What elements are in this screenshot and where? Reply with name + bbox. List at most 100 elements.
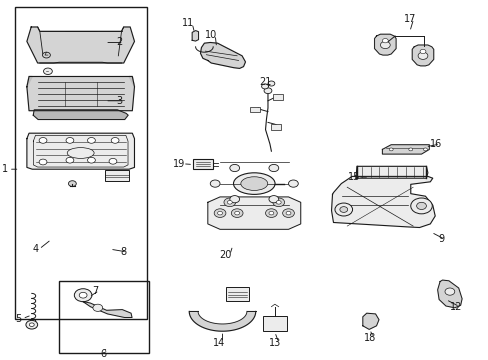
Text: 6: 6 bbox=[101, 348, 106, 359]
Text: 17: 17 bbox=[403, 14, 415, 24]
Circle shape bbox=[111, 138, 119, 143]
Circle shape bbox=[268, 211, 273, 215]
Text: 15: 15 bbox=[347, 172, 360, 182]
Circle shape bbox=[261, 84, 268, 89]
Circle shape bbox=[217, 211, 222, 215]
Circle shape bbox=[339, 207, 347, 212]
Circle shape bbox=[388, 148, 392, 151]
Circle shape bbox=[265, 209, 277, 217]
Circle shape bbox=[416, 202, 426, 210]
Circle shape bbox=[268, 195, 278, 203]
Polygon shape bbox=[355, 166, 427, 178]
Circle shape bbox=[109, 158, 117, 164]
Bar bbox=[105, 170, 128, 181]
Circle shape bbox=[42, 52, 50, 58]
Circle shape bbox=[282, 209, 294, 217]
Polygon shape bbox=[27, 27, 134, 63]
Text: 7: 7 bbox=[92, 285, 98, 296]
Text: 19: 19 bbox=[172, 159, 185, 169]
Circle shape bbox=[66, 138, 74, 143]
Text: 5: 5 bbox=[16, 314, 21, 324]
Text: 8: 8 bbox=[120, 247, 126, 257]
Circle shape bbox=[285, 211, 290, 215]
Text: 3: 3 bbox=[117, 96, 122, 106]
Text: 13: 13 bbox=[268, 338, 281, 348]
Polygon shape bbox=[382, 145, 428, 154]
Bar bbox=[271, 124, 281, 130]
Circle shape bbox=[39, 159, 47, 165]
Circle shape bbox=[234, 211, 239, 215]
Polygon shape bbox=[437, 280, 461, 308]
Polygon shape bbox=[189, 311, 255, 331]
Polygon shape bbox=[331, 176, 434, 228]
Circle shape bbox=[93, 304, 102, 311]
Circle shape bbox=[43, 68, 52, 75]
Circle shape bbox=[29, 323, 34, 327]
Ellipse shape bbox=[67, 148, 94, 158]
Circle shape bbox=[410, 198, 431, 214]
Polygon shape bbox=[27, 77, 134, 111]
Circle shape bbox=[87, 138, 95, 143]
Circle shape bbox=[268, 165, 278, 172]
Circle shape bbox=[423, 148, 427, 151]
Circle shape bbox=[224, 198, 235, 207]
Circle shape bbox=[39, 138, 47, 143]
Circle shape bbox=[214, 209, 225, 217]
Text: 18: 18 bbox=[363, 333, 375, 343]
Circle shape bbox=[267, 81, 274, 86]
Circle shape bbox=[264, 88, 271, 94]
Circle shape bbox=[68, 181, 76, 186]
Text: 10: 10 bbox=[204, 30, 217, 40]
Text: 11: 11 bbox=[182, 18, 194, 28]
Polygon shape bbox=[27, 77, 32, 87]
Polygon shape bbox=[83, 302, 132, 318]
Text: 4: 4 bbox=[32, 244, 38, 254]
Text: 2: 2 bbox=[117, 37, 122, 48]
Circle shape bbox=[79, 292, 87, 298]
Circle shape bbox=[210, 180, 220, 187]
Polygon shape bbox=[207, 197, 300, 229]
Ellipse shape bbox=[240, 177, 267, 190]
Circle shape bbox=[229, 165, 239, 172]
Circle shape bbox=[334, 203, 352, 216]
Polygon shape bbox=[129, 77, 134, 87]
Polygon shape bbox=[200, 42, 245, 68]
Text: 9: 9 bbox=[437, 234, 443, 244]
Bar bbox=[59, 281, 149, 353]
Circle shape bbox=[66, 157, 74, 163]
Circle shape bbox=[229, 195, 239, 203]
Text: 16: 16 bbox=[429, 139, 442, 149]
Circle shape bbox=[227, 201, 232, 204]
Circle shape bbox=[380, 41, 389, 49]
Text: 21: 21 bbox=[259, 77, 271, 87]
Ellipse shape bbox=[233, 173, 274, 194]
Circle shape bbox=[408, 148, 412, 151]
Circle shape bbox=[231, 209, 243, 217]
Polygon shape bbox=[33, 110, 128, 120]
Circle shape bbox=[276, 201, 281, 204]
Circle shape bbox=[272, 198, 284, 207]
Text: 12: 12 bbox=[448, 302, 461, 312]
Polygon shape bbox=[27, 133, 134, 169]
Bar bbox=[193, 159, 212, 169]
Bar bbox=[272, 94, 282, 100]
Polygon shape bbox=[362, 313, 378, 329]
Circle shape bbox=[417, 52, 427, 59]
Bar bbox=[15, 7, 146, 319]
Polygon shape bbox=[374, 34, 395, 55]
Circle shape bbox=[419, 49, 425, 54]
Circle shape bbox=[444, 288, 454, 295]
Circle shape bbox=[288, 180, 298, 187]
Bar bbox=[263, 316, 286, 331]
Circle shape bbox=[26, 320, 38, 329]
Text: 1: 1 bbox=[2, 164, 8, 174]
Polygon shape bbox=[192, 31, 198, 41]
Bar bbox=[250, 107, 260, 112]
Circle shape bbox=[74, 289, 92, 302]
Text: 14: 14 bbox=[212, 338, 224, 348]
Polygon shape bbox=[411, 45, 433, 66]
Text: 20: 20 bbox=[219, 250, 232, 260]
Circle shape bbox=[382, 39, 387, 43]
Bar bbox=[225, 287, 249, 301]
Circle shape bbox=[87, 157, 95, 163]
